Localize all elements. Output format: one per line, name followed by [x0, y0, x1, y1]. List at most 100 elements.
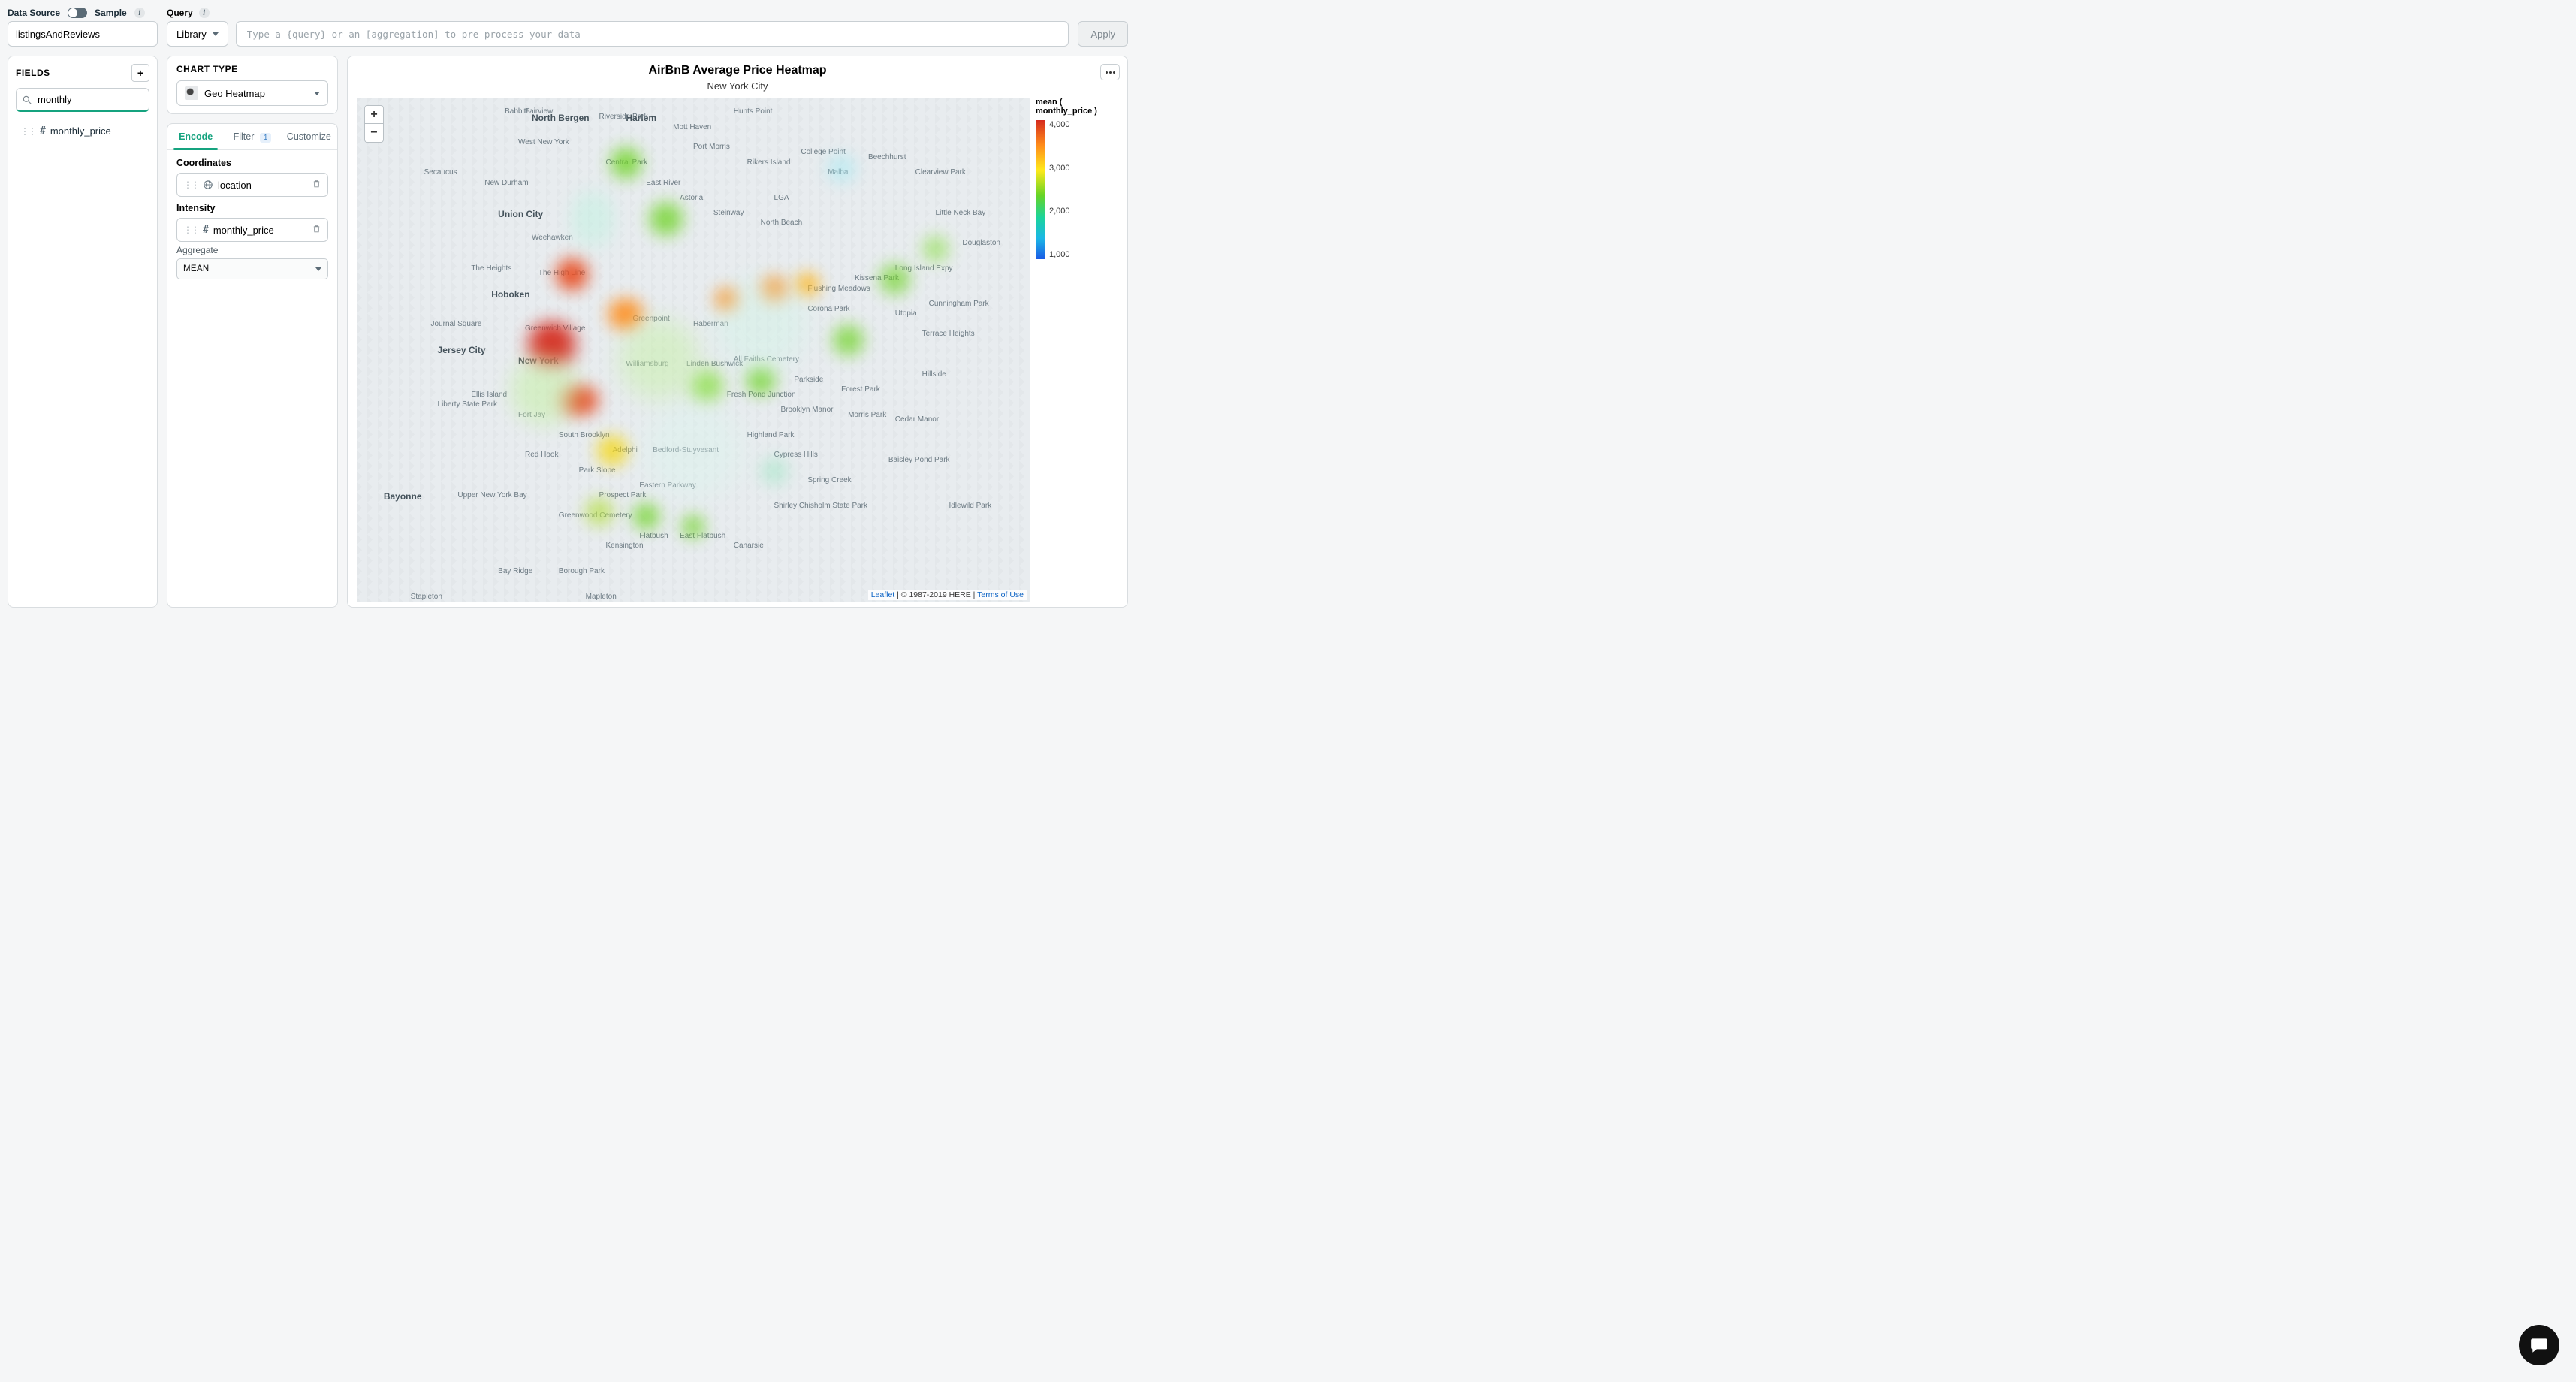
encode-panel: Encode Filter 1 Customize Coordinates ⋮⋮…	[167, 123, 338, 608]
map-place-label: Cypress Hills	[774, 451, 818, 459]
heatmap-blob	[701, 264, 821, 385]
map-place-label: New York	[518, 355, 559, 366]
chart-type-select[interactable]: Geo Heatmap	[176, 80, 328, 106]
legend-tick: 1,000	[1049, 250, 1070, 259]
zoom-out-button[interactable]: −	[365, 124, 383, 142]
legend-tick: 2,000	[1049, 207, 1070, 216]
map-place-label: Stapleton	[411, 593, 442, 601]
geo-heatmap-icon	[185, 86, 198, 100]
heatmap-blob	[551, 254, 593, 295]
map-place-label: Port Morris	[693, 143, 730, 151]
map-place-label: Bay Ridge	[498, 567, 532, 575]
map-place-label: Fort Jay	[518, 411, 545, 419]
legend-tick: 4,000	[1049, 120, 1070, 129]
zoom-in-button[interactable]: +	[365, 106, 383, 124]
map-place-label: Steinway	[713, 209, 744, 217]
map-place-label: Adelphi	[612, 446, 637, 454]
chart-type-panel: CHART TYPE Geo Heatmap	[167, 56, 338, 114]
legend-tick: 3,000	[1049, 164, 1070, 173]
map-place-label: Utopia	[895, 309, 917, 318]
chart-type-value: Geo Heatmap	[204, 88, 265, 99]
library-label: Library	[176, 29, 207, 40]
map-place-label: Union City	[498, 209, 543, 219]
chart-type-title: CHART TYPE	[176, 64, 328, 74]
chart-title: AirBnB Average Price Heatmap	[357, 64, 1118, 77]
map-place-label: Idlewild Park	[949, 502, 991, 510]
info-icon[interactable]: i	[199, 8, 210, 18]
map-place-label: Greenpoint	[632, 315, 669, 323]
map-place-label: Journal Square	[431, 320, 482, 328]
data-source-input[interactable]	[8, 21, 158, 47]
heatmap-blob	[599, 297, 652, 331]
coordinates-field[interactable]: ⋮⋮ location	[176, 173, 328, 197]
sample-toggle[interactable]	[68, 8, 87, 18]
map-place-label: Central Park	[606, 158, 648, 167]
map-attribution: Leaflet | © 1987-2019 HERE | Terms of Us…	[868, 590, 1027, 600]
intensity-field[interactable]: ⋮⋮ # monthly_price	[176, 218, 328, 242]
intensity-value: monthly_price	[213, 225, 274, 236]
map-place-label: Jersey City	[438, 345, 486, 355]
terms-link[interactable]: Terms of Use	[977, 590, 1024, 599]
add-field-button[interactable]: +	[131, 64, 149, 82]
chevron-down-icon	[213, 32, 219, 36]
fields-panel: FIELDS + ⋮⋮ # monthly_price	[8, 56, 158, 608]
leaflet-link[interactable]: Leaflet	[871, 590, 895, 599]
heatmap-blob	[629, 499, 663, 533]
map-place-label: Long Island Expy	[895, 264, 953, 273]
map-place-label: Spring Creek	[807, 476, 851, 484]
apply-button[interactable]: Apply	[1078, 21, 1128, 47]
heatmap-blob	[821, 152, 862, 186]
map-place-label: Kissena Park	[855, 274, 899, 282]
heatmap-blob	[684, 365, 729, 406]
map-place-label: Bayonne	[384, 491, 422, 502]
query-input[interactable]	[236, 21, 1069, 47]
heatmap-blob	[500, 346, 590, 436]
heatmap-blob	[518, 318, 586, 371]
map-place-label: Malba	[828, 168, 848, 177]
map-place-label: Shirley Chisholm State Park	[774, 502, 868, 510]
geo-heatmap-map[interactable]: + − Leaflet | © 1987-2019 HERE | Terms o…	[357, 98, 1030, 602]
map-place-label: Prospect Park	[599, 491, 647, 499]
map-place-label: Haberman	[693, 320, 728, 328]
map-place-label: Little Neck Bay	[936, 209, 986, 217]
chevron-down-icon	[315, 267, 321, 271]
map-place-label: Greenwich Village	[525, 324, 585, 333]
map-place-label: Mapleton	[586, 593, 617, 601]
map-place-label: Flatbush	[639, 532, 668, 540]
heatmap-blob	[712, 285, 742, 315]
map-place-label: Cedar Manor	[895, 415, 939, 424]
zoom-control: + −	[364, 105, 384, 143]
attribution-text: | © 1987-2019 HERE |	[894, 590, 977, 599]
number-type-icon: #	[40, 125, 46, 137]
map-place-label: South Brooklyn	[559, 431, 610, 439]
info-icon[interactable]: i	[134, 8, 145, 18]
tab-customize[interactable]: Customize	[281, 124, 337, 149]
map-place-label: Flushing Meadows	[807, 285, 870, 293]
query-label: Query	[167, 8, 193, 18]
map-place-label: Corona Park	[807, 305, 849, 313]
heatmap-blob	[581, 495, 618, 529]
chart-menu-button[interactable]	[1100, 64, 1120, 80]
library-button[interactable]: Library	[167, 21, 228, 47]
field-item[interactable]: ⋮⋮ # monthly_price	[16, 122, 149, 140]
map-place-label: Mott Haven	[673, 123, 711, 131]
chat-button[interactable]	[2519, 1325, 2559, 1365]
fields-search-input[interactable]	[16, 88, 149, 112]
trash-icon[interactable]	[312, 179, 321, 191]
sample-label: Sample	[95, 8, 127, 18]
drag-icon: ⋮⋮	[20, 126, 35, 137]
data-source-label: Data Source	[8, 8, 60, 18]
tab-encode[interactable]: Encode	[167, 124, 224, 149]
aggregate-select[interactable]: MEAN	[176, 258, 328, 279]
tab-filter[interactable]: Filter 1	[224, 124, 280, 149]
trash-icon[interactable]	[312, 224, 321, 236]
heatmap-blob	[828, 321, 869, 359]
map-place-label: East River	[646, 179, 680, 187]
map-place-label: All Faiths Cemetery	[734, 355, 799, 364]
map-place-label: Cunningham Park	[929, 300, 989, 308]
fields-title: FIELDS	[16, 68, 50, 78]
map-place-label: Fairview	[525, 107, 553, 116]
search-icon	[22, 95, 32, 105]
legend-gradient	[1036, 120, 1045, 259]
map-place-label: Hillside	[922, 370, 946, 379]
